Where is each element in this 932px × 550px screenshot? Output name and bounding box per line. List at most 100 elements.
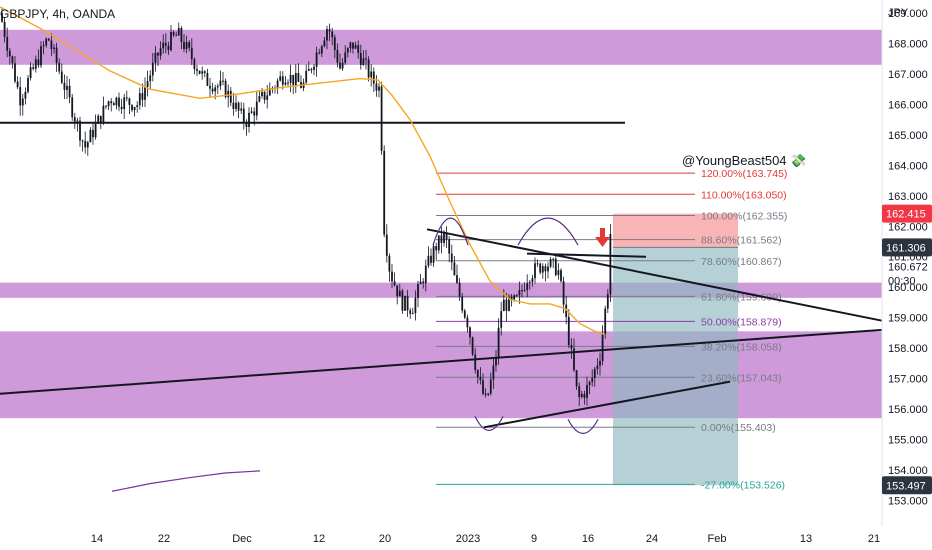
- candle-body: [471, 337, 474, 355]
- y-tick-label: 163.000: [888, 191, 928, 203]
- candle-body: [557, 270, 560, 276]
- candle-body: [281, 76, 284, 85]
- candle-body: [58, 62, 61, 72]
- candle-body: [328, 29, 331, 32]
- candle-body: [469, 327, 471, 338]
- x-tick-label: 14: [91, 533, 103, 545]
- fib-label-0: 120.00%(163.745): [701, 168, 787, 180]
- candle-body: [497, 327, 500, 358]
- candle-body: [276, 80, 279, 88]
- candle-body: [102, 105, 105, 124]
- candle-body: [32, 67, 35, 69]
- candle-body: [24, 91, 27, 99]
- candle-body: [521, 290, 523, 292]
- candle-body: [479, 377, 482, 381]
- candle-body: [110, 101, 113, 104]
- candle-body: [214, 87, 217, 92]
- candle-body: [573, 348, 575, 371]
- arrow-shaft: [600, 228, 605, 237]
- x-tick-label: 24: [646, 533, 658, 545]
- candle-body: [105, 105, 107, 107]
- right-shoulder-arc: [517, 217, 579, 246]
- candle-body: [289, 74, 292, 83]
- candle-body: [172, 32, 175, 36]
- candle-body: [567, 316, 570, 345]
- candle-body: [63, 82, 66, 90]
- candle-body: [492, 365, 495, 380]
- candle-body: [414, 297, 417, 314]
- candle-body: [391, 271, 393, 282]
- candle-body: [583, 393, 586, 398]
- candle-body: [123, 97, 126, 110]
- descending-resistance: [426, 228, 883, 322]
- candle-body: [502, 299, 505, 312]
- time-axis[interactable]: 14 22 Dec 12 20 2023 9 16 24 Feb 13 21: [0, 526, 932, 550]
- candlesticks: [1, 7, 612, 407]
- candle-body: [393, 281, 396, 286]
- candle-body: [417, 284, 419, 298]
- candle-body: [11, 56, 14, 64]
- candle-body: [541, 266, 544, 273]
- candle-body: [8, 50, 11, 57]
- candle-body: [411, 313, 414, 315]
- y-tick-label: 165.000: [888, 130, 928, 142]
- candle-body: [422, 281, 425, 284]
- candle-body: [21, 98, 24, 106]
- candle-body: [406, 295, 409, 311]
- candle-body: [570, 344, 573, 349]
- candle-body: [505, 299, 508, 311]
- candle-body: [604, 308, 607, 335]
- candle-body: [16, 81, 19, 88]
- candle-body: [508, 296, 510, 311]
- fib-label-10: -27.00%(153.526): [701, 479, 785, 491]
- rising-wedge-support: [483, 380, 731, 429]
- candle-body: [209, 85, 211, 89]
- candle-body: [55, 47, 58, 63]
- candle-body: [482, 380, 484, 394]
- candle-body: [484, 393, 487, 395]
- candle-body: [510, 296, 513, 300]
- y-tick-label: 156.000: [888, 404, 928, 416]
- candle-body: [175, 35, 178, 37]
- candle-body: [99, 115, 102, 124]
- candle-body: [159, 48, 162, 56]
- target-tag: 153.497: [886, 480, 926, 492]
- fib-label-3: 88.60%(161.562): [701, 235, 782, 247]
- candle-body: [266, 95, 269, 100]
- symbol-title[interactable]: GBPJPY, 4h, OANDA: [0, 7, 115, 21]
- candle-body: [89, 129, 92, 143]
- candle-body: [149, 75, 152, 82]
- candle-body: [177, 28, 180, 36]
- fibonacci-extension[interactable]: 120.00%(163.745) 110.00%(163.050) 100.00%(…: [436, 168, 787, 491]
- candle-body: [68, 85, 71, 98]
- candle-body: [222, 80, 224, 82]
- candle-body: [349, 42, 352, 49]
- y-tick-label: 154.000: [888, 465, 928, 477]
- purple-line-path: [111, 470, 261, 492]
- trendlines[interactable]: [0, 228, 883, 429]
- candle-body: [609, 234, 612, 295]
- candle-body: [367, 59, 370, 78]
- y-tick-label: 158.000: [888, 343, 928, 355]
- fib-label-6: 50.00%(158.879): [701, 316, 782, 328]
- candle-body: [370, 71, 373, 78]
- candle-body: [115, 97, 118, 106]
- pattern-arcs[interactable]: [432, 217, 599, 434]
- candle-body: [396, 285, 399, 297]
- price-axis[interactable]: JPY 153.000154.000155.000156.000157.0001…: [881, 0, 932, 526]
- candle-body: [552, 258, 555, 260]
- candle-body: [489, 379, 492, 394]
- candle-body: [183, 41, 185, 49]
- candle-body: [450, 253, 453, 263]
- candle-body: [185, 42, 188, 49]
- x-tick-label: 16: [582, 533, 594, 545]
- candle-body: [601, 334, 604, 361]
- candle-body: [73, 117, 76, 122]
- candle-body: [125, 97, 128, 99]
- candle-body: [500, 311, 503, 328]
- candle-body: [167, 45, 170, 51]
- candle-body: [50, 40, 53, 49]
- author-credit: @YoungBeast504 💸: [682, 153, 806, 168]
- y-tick-label: 159.000: [888, 313, 928, 325]
